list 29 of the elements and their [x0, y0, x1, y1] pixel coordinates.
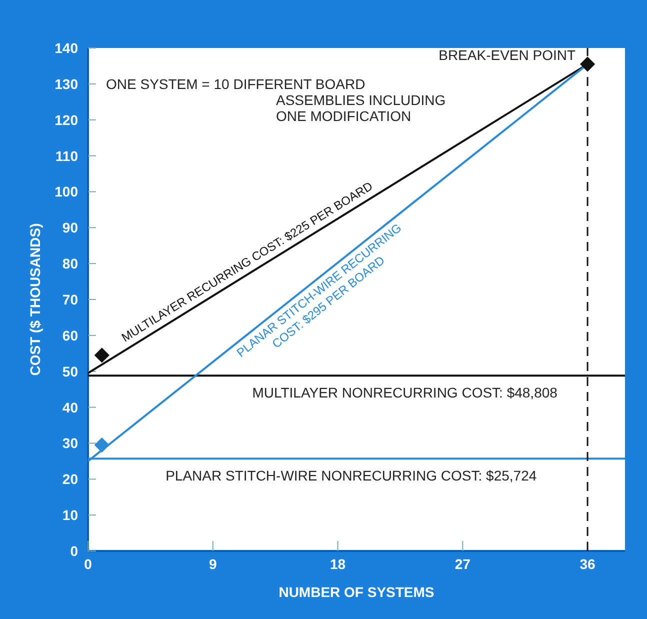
y-tick-label: 60	[62, 327, 78, 344]
point	[94, 348, 110, 363]
annotation: ONE SYSTEM = 10 DIFFERENT BOARD ASSEMBLIES INCLUDING ONE MODIFICATION	[106, 76, 446, 124]
y-tick-label: 50	[62, 363, 78, 380]
x-tick-label: 0	[84, 556, 92, 572]
x-tick-label: 27	[454, 556, 471, 572]
y-tick-label: 100	[54, 184, 78, 200]
y-tick-label: 30	[62, 435, 78, 452]
y-tick-label: 140	[54, 40, 78, 56]
x-axis-title: NUMBER OF SYSTEMS	[278, 584, 434, 600]
y-tick-label: 20	[62, 471, 78, 488]
y-tick-label: 40	[62, 399, 78, 416]
x-tick-label: 18	[330, 556, 346, 572]
y-tick-label: 90	[62, 220, 78, 236]
ref-line-label: PLANAR STITCH-WIRE NONRECURRING COST: $25,724	[166, 468, 537, 484]
y-tick-label: 10	[62, 507, 78, 524]
y-tick-label: 70	[62, 292, 78, 308]
y-tick-label: 110	[55, 148, 78, 164]
point	[580, 56, 595, 72]
y-tick-label: 130	[54, 76, 78, 92]
y-tick-label: 0	[70, 543, 78, 559]
x-tick-label: 9	[208, 556, 217, 572]
y-tick-label: 80	[62, 256, 78, 272]
ref-line-label: MULTILAYER NONRECURRING COST: $48,808	[252, 384, 558, 401]
annotation: BREAK-EVEN POINT	[438, 47, 576, 64]
y-axis-title: COST ($ THOUSANDS)	[27, 223, 43, 376]
x-tick-label: 36	[580, 556, 596, 572]
y-tick-label: 120	[54, 112, 78, 128]
point	[94, 438, 110, 452]
